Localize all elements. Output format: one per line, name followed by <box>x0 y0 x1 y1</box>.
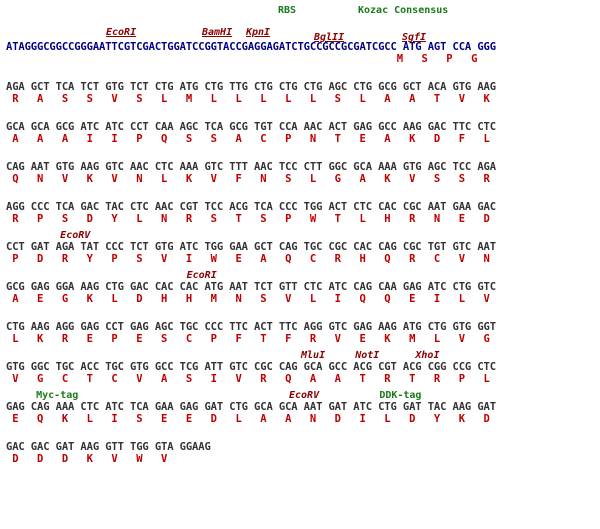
amino-acid-row: V G C T C V A S I V R Q A A T R T R P L <box>6 373 490 385</box>
sequence-block: EcoRV CCT GAT AGA TAT CCC TCT GTG ATC TGG… <box>6 230 596 265</box>
nucleotide-row: GAC GAC GAT AAG GTT TGG GTA GGAAG <box>6 441 211 453</box>
amino-acid-row: R P S D Y L N R S T S P W T L H R N E D <box>6 213 490 225</box>
block-annotation: EcoRI <box>6 270 217 281</box>
nucleotide-row: CAG AAT GTG AAG GTC AAC CTC AAA GTC TTT … <box>6 161 496 173</box>
amino-acid-row: A E G K L D H H M N S V L I Q Q E I L V <box>6 293 490 305</box>
ddk-tag-label: DDK-tag <box>379 390 422 401</box>
kpni-site-label: KpnI <box>246 27 271 38</box>
sequence-block: GAC GAC GAT AAG GTT TGG GTA GGAAG D D D … <box>6 430 596 465</box>
rbs-label: RBS <box>278 5 297 16</box>
nucleotide-row: GCA GCA GCG ATC ATC CCT CAA AGC TCA GCG … <box>6 121 496 133</box>
block-annotation <box>6 70 596 81</box>
sequence-block: Myc-tag EcoRV DDK-tag GAG CAG AAA CTC ATC… <box>6 390 596 425</box>
nucleotide-row: CTG AAG AGG GAG CCT GAG AGC TGC CCC TTC … <box>6 321 496 333</box>
ecorv-label: EcoRV <box>288 390 320 401</box>
bglii-site-label: BglII <box>314 32 345 43</box>
sequence-block: EcoRI GCG GAG GGA AAG CTG GAC CAC CAC ATG… <box>6 270 596 305</box>
block-annotation: MluI NotI XhoI <box>6 350 440 361</box>
sgfi-site-label: SgfI <box>402 32 427 43</box>
block-annotation <box>6 110 596 121</box>
block-annotation: EcoRV <box>6 230 91 241</box>
amino-acid-row: Q N V K V N L K V F N S L G A K V S S R <box>6 173 490 185</box>
nucleotide-row: ATAGGGCGGCCGGGAATTCGTCGACTGGATCCGGTACCGA… <box>6 41 496 53</box>
bamhi-site-label: BamHI <box>202 27 233 38</box>
block-annotation <box>6 190 596 201</box>
amino-acid-row: A A A I I P Q S S A C P N T E A K D F L <box>6 133 490 145</box>
sequence-block: GCA GCA GCG ATC ATC CCT CAA AGC TCA GCG … <box>6 110 596 145</box>
spacer <box>6 390 36 401</box>
nucleotide-row: AGA GCT TCA TCT GTG TCT CTG ATG CTG TTG … <box>6 81 496 93</box>
nucleotide-row: AGG CCC TCA GAC TAC CTC AAC CGT TCC ACG … <box>6 201 496 213</box>
ecori-site-label: EcoRI <box>106 27 137 38</box>
sequence-block: MluI NotI XhoI GTG GGC TGC ACC TGC GTG GC… <box>6 350 596 385</box>
sequence-block: AGG CCC TCA GAC TAC CTC AAC CGT TCC ACG … <box>6 190 596 225</box>
sequence-block: CTG AAG AGG GAG CCT GAG AGC TGC CCC TTC … <box>6 310 596 345</box>
nucleotide-row: CCT GAT AGA TAT CCC TCT GTG ATC TGG GAA … <box>6 241 496 253</box>
block-annotation <box>6 150 596 161</box>
block-annotation: Myc-tag EcoRV DDK-tag <box>6 390 596 401</box>
amino-acid-row: L K R E P E S C P F T F R V E K M L V G <box>6 333 490 345</box>
amino-acid-row: M S P G <box>6 53 478 65</box>
sequence-blocks: AGA GCT TCA TCT GTG TCT CTG ATG CTG TTG … <box>6 70 596 465</box>
myc-tag-label: Myc-tag <box>36 390 79 401</box>
amino-acid-row: E Q K L I S E E D L A A N D I L D Y K D <box>6 413 490 425</box>
spacer <box>319 390 379 401</box>
sequence-block: AGA GCT TCA TCT GTG TCT CTG ATG CTG TTG … <box>6 70 596 105</box>
nucleotide-row: GAG CAG AAA CTC ATC TCA GAA GAG GAT CTG … <box>6 401 496 413</box>
block-annotation <box>6 430 596 441</box>
amino-acid-row: R A S S V S L M L L L L L S L A A T V K <box>6 93 490 105</box>
amino-acid-row: D D D K V W V <box>6 453 168 465</box>
sequence-block-start: ATAGGGCGGCCGGGAATTCGTCGACTGGATCCGGTACCGA… <box>6 41 596 65</box>
nucleotide-row: GCG GAG GGA AAG CTG GAC CAC CAC ATG AAT … <box>6 281 496 293</box>
sequence-view: RBS Kozac Consensus EcoRI BamHI KpnI Bgl… <box>6 5 596 465</box>
kozac-consensus-label: Kozac Consensus <box>358 5 449 16</box>
amino-acid-row: P D R Y P S V I W E A Q C R H Q R C V N <box>6 253 490 265</box>
spacer <box>78 390 289 401</box>
nucleotide-row: GTG GGC TGC ACC TGC GTG GCC TCG ATT GTC … <box>6 361 496 373</box>
sequence-block: CAG AAT GTG AAG GTC AAC CTC AAA GTC TTT … <box>6 150 596 185</box>
block-annotation <box>6 310 596 321</box>
restriction-site-row-1: EcoRI BamHI KpnI BglII SgfI <box>6 27 596 43</box>
feature-label-row-1: RBS Kozac Consensus <box>6 5 596 27</box>
